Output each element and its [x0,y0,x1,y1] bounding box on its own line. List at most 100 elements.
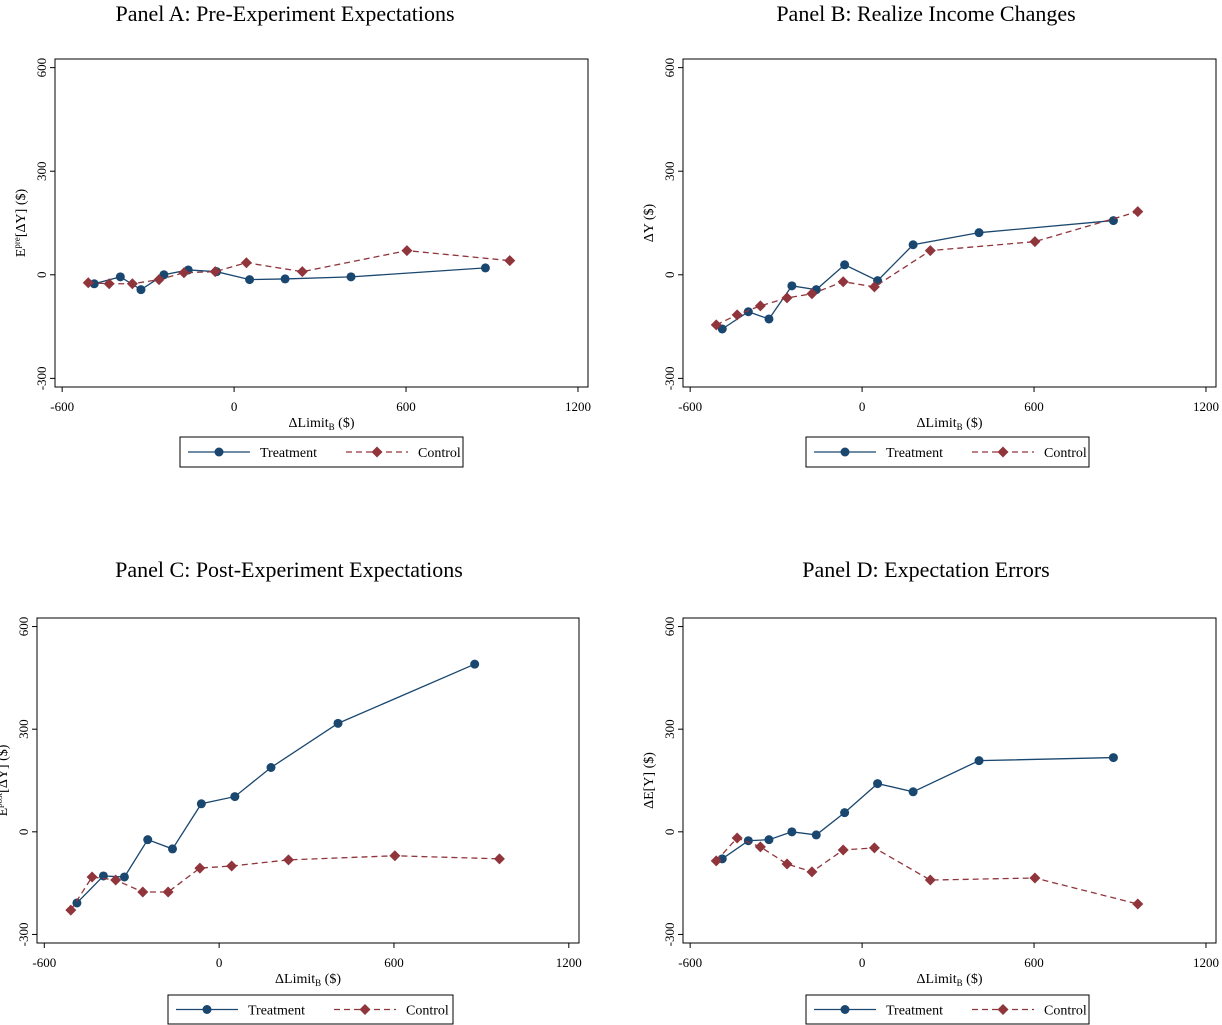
series-line [70,855,500,911]
point [806,866,818,878]
point [806,288,818,300]
point [126,278,138,290]
x-axis-label-part: ΔLimit [917,972,957,987]
plot-frame [682,58,1217,388]
x-axis-label-part: B [957,978,963,988]
point [1132,898,1144,910]
point [240,257,252,269]
point [103,278,115,290]
y-axis-label-part: ΔE[Y] ($) [642,752,657,809]
x-tick-label: 1200 [1193,955,1219,970]
point [908,240,918,250]
panel-title: Panel B: Realize Income Changes [776,1,1075,26]
point [840,260,850,270]
point [868,281,880,293]
point [974,228,984,238]
x-tick-label: 0 [859,399,866,414]
panel: Panel A: Pre-Experiment Expectations -600… [12,1,591,468]
x-tick-label: 600 [1024,399,1044,414]
point [743,836,753,846]
point [840,808,850,818]
x-axis-label-part: B [957,422,963,432]
point [924,245,936,257]
point [194,862,206,874]
y-axis-label-part: post [0,792,4,808]
x-axis-label-part: B [315,978,321,988]
point [110,874,122,886]
y-axis-label-part: pre [12,237,22,249]
y-axis-label-part: [ΔY] ($) [0,744,11,793]
point [493,853,505,865]
y-axis-label-part: E [14,249,29,258]
point [781,858,793,870]
x-axis-label-part: B [329,422,335,432]
point [209,266,221,278]
x-tick-label: 1200 [1193,399,1219,414]
x-axis-label: ΔLimitB ($) [917,416,983,432]
point [710,855,722,867]
legend-marker [214,447,224,457]
y-tick-label: 300 [662,719,677,739]
legend-marker [997,1004,1009,1015]
legend-label: Control [1044,446,1087,461]
point [333,718,343,728]
plot-frame [54,58,589,388]
series-line [76,663,475,904]
x-axis-label-part: ($) [321,972,341,987]
point [787,281,797,291]
point [153,274,165,286]
point [72,898,82,908]
x-tick-label: -600 [678,955,702,970]
x-axis-label: ΔLimitB ($) [289,416,355,432]
point [266,763,276,772]
legend: Treatment Control [167,994,454,1025]
y-tick-label: 600 [662,617,677,637]
y-tick-label: 300 [16,719,31,739]
point [245,275,255,285]
plot-frame [36,617,580,944]
x-tick-label: 1200 [556,955,582,970]
series-line [94,267,486,291]
x-tick-label: -600 [678,399,702,414]
series-line [721,756,1114,860]
legend-marker [359,1004,371,1015]
point [196,799,206,809]
point [974,756,984,766]
y-tick-label: 600 [16,617,31,637]
point [280,274,290,284]
point [868,842,880,854]
y-tick-label: 300 [662,161,677,181]
legend: Treatment Control [805,436,1090,468]
y-axis-label-part: ΔY ($) [642,203,657,242]
point [731,309,743,321]
point [480,263,490,273]
point [230,792,240,802]
y-axis-label-part: E [0,808,11,817]
point [787,827,797,837]
point [86,871,98,883]
series-line [715,210,1138,326]
series-line [88,249,510,285]
point [710,319,722,331]
y-axis-label: Epost[ΔY] ($) [0,744,11,816]
point [764,835,774,845]
legend-label: Treatment [248,1004,305,1019]
legend-label: Control [418,446,461,461]
point [837,844,849,856]
x-axis-label-part: ($) [335,416,355,431]
point [137,886,149,898]
x-tick-label: 0 [231,399,238,414]
y-tick-label: 600 [34,58,49,78]
legend-marker [371,446,383,458]
x-tick-label: 1200 [565,399,591,414]
point [754,300,766,312]
legend-marker [840,1005,850,1014]
x-tick-label: 0 [216,955,223,970]
y-axis-label: Epre[ΔY] ($) [12,189,29,258]
x-tick-label: 0 [859,955,866,970]
legend: Treatment Control [179,436,464,468]
point [908,787,918,797]
legend-marker [840,447,850,457]
x-axis-label-part: ΔLimit [289,416,329,431]
